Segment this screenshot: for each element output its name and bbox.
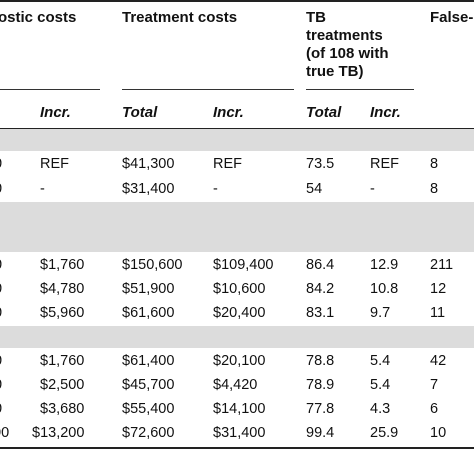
header-tb-treatments-2: treatments	[306, 27, 383, 44]
header-treatment-costs: Treatment costs	[122, 9, 238, 26]
cell-diag-incr: REF	[40, 156, 69, 172]
header-tb-treatments-1: TB	[306, 9, 326, 26]
cell-tb-total: 54	[306, 181, 323, 197]
table-row: 0 $2,500 $45,700 $4,420 78.9 5.4 7	[0, 374, 474, 396]
header-diagnostic-costs: ostic costs	[0, 9, 77, 26]
table-row: 0 - $31,400 - 54 - 8	[0, 178, 474, 200]
cell-diag-total: 0	[0, 278, 2, 300]
cell-diag-total: 0	[0, 374, 2, 396]
cell-tb-total: 78.9	[306, 377, 335, 393]
table-row: 0 $3,680 $55,400 $14,100 77.8 4.3 6	[0, 398, 474, 420]
cell-tb-total: 83.1	[306, 305, 335, 321]
cell-treat-incr: $14,100	[213, 401, 266, 417]
cell-tb-incr: 5.4	[370, 353, 391, 369]
cell-false-positives: 11	[430, 305, 446, 321]
cell-tb-total: 73.5	[306, 156, 335, 172]
cell-treat-total: $51,900	[122, 281, 175, 297]
cell-tb-total: 99.4	[306, 425, 335, 441]
table-row: 0 $1,760 $150,600 $109,400 86.4 12.9 211	[0, 254, 474, 276]
cell-false-positives: 10	[430, 425, 447, 441]
cell-tb-incr: -	[370, 181, 375, 197]
cell-treat-total: $61,600	[122, 305, 175, 321]
underline-diagnostic	[0, 89, 100, 90]
cell-diag-incr: -	[40, 181, 45, 197]
table-row: 00 $13,200 $72,600 $31,400 99.4 25.9 10	[0, 422, 474, 444]
cell-treat-total: $150,600	[122, 257, 183, 273]
cell-treat-total: $45,700	[122, 377, 175, 393]
table-row: 0 $1,760 $61,400 $20,100 78.8 5.4 42	[0, 350, 474, 372]
group-band	[0, 202, 474, 252]
cell-tb-incr: REF	[370, 156, 399, 172]
cell-diag-total: 0	[0, 302, 2, 324]
cell-tb-incr: 25.9	[370, 425, 399, 441]
table-row: 0 REF $41,300 REF 73.5 REF 8	[0, 153, 474, 175]
cell-diag-incr: $5,960	[40, 305, 85, 321]
cell-treat-incr: -	[213, 181, 218, 197]
cell-false-positives: 7	[430, 377, 439, 393]
cell-tb-incr: 9.7	[370, 305, 391, 321]
cell-treat-incr: $10,600	[213, 281, 266, 297]
subheader-diag-incr: Incr.	[40, 104, 71, 121]
cell-false-positives: 42	[430, 353, 447, 369]
table-row: 0 $5,960 $61,600 $20,400 83.1 9.7 11	[0, 302, 474, 324]
cell-diag-total: 0	[0, 350, 2, 372]
subheader-treat-total: Total	[122, 104, 158, 121]
cell-treat-incr: $20,100	[213, 353, 266, 369]
bottom-rule	[0, 447, 474, 449]
table-row: 0 $4,780 $51,900 $10,600 84.2 10.8 12	[0, 278, 474, 300]
cell-tb-incr: 10.8	[370, 281, 399, 297]
cell-diag-total: 00	[0, 425, 10, 441]
header-rule	[0, 128, 474, 129]
group-band	[0, 129, 474, 151]
header-tb-treatments-4: true TB)	[306, 63, 364, 80]
subheader-tb-incr: Incr.	[370, 104, 401, 121]
cell-tb-total: 86.4	[306, 257, 335, 273]
subheader-treat-incr: Incr.	[213, 104, 244, 121]
cell-tb-total: 78.8	[306, 353, 335, 369]
cell-false-positives: 211	[430, 257, 454, 273]
cell-diag-total: 0	[0, 178, 2, 200]
cell-diag-total: 0	[0, 153, 2, 175]
cell-diag-incr: $2,500	[40, 377, 85, 393]
cell-tb-incr: 12.9	[370, 257, 399, 273]
cell-treat-total: $31,400	[122, 181, 175, 197]
subheader-tb-total: Total	[306, 104, 342, 121]
cell-diag-total: 0	[0, 398, 2, 420]
cell-tb-total: 84.2	[306, 281, 335, 297]
cell-diag-incr: $13,200	[32, 425, 85, 441]
group-band	[0, 326, 474, 348]
cell-treat-incr: $20,400	[213, 305, 266, 321]
cell-diag-incr: $1,760	[40, 353, 85, 369]
underline-treatment	[122, 89, 294, 90]
top-rule	[0, 0, 474, 2]
cell-tb-incr: 5.4	[370, 377, 391, 393]
cell-treat-total: $41,300	[122, 156, 175, 172]
cell-treat-incr: $109,400	[213, 257, 274, 273]
cell-treat-total: $61,400	[122, 353, 175, 369]
cell-diag-total: 0	[0, 254, 2, 276]
cell-diag-incr: $3,680	[40, 401, 85, 417]
cell-diag-incr: $1,760	[40, 257, 85, 273]
cell-tb-incr: 4.3	[370, 401, 391, 417]
cell-treat-total: $55,400	[122, 401, 175, 417]
cell-treat-incr: $4,420	[213, 377, 258, 393]
cell-false-positives: 12	[430, 281, 447, 297]
cell-tb-total: 77.8	[306, 401, 335, 417]
header-tb-treatments-3: (of 108 with	[306, 45, 389, 62]
cell-treat-incr: $31,400	[213, 425, 266, 441]
cell-false-positives: 6	[430, 401, 439, 417]
cell-treat-incr: REF	[213, 156, 242, 172]
cell-false-positives: 8	[430, 181, 439, 197]
underline-tb	[306, 89, 414, 90]
cell-treat-total: $72,600	[122, 425, 175, 441]
cell-false-positives: 8	[430, 156, 439, 172]
header-false-positives: False-	[430, 9, 474, 26]
cell-diag-incr: $4,780	[40, 281, 85, 297]
